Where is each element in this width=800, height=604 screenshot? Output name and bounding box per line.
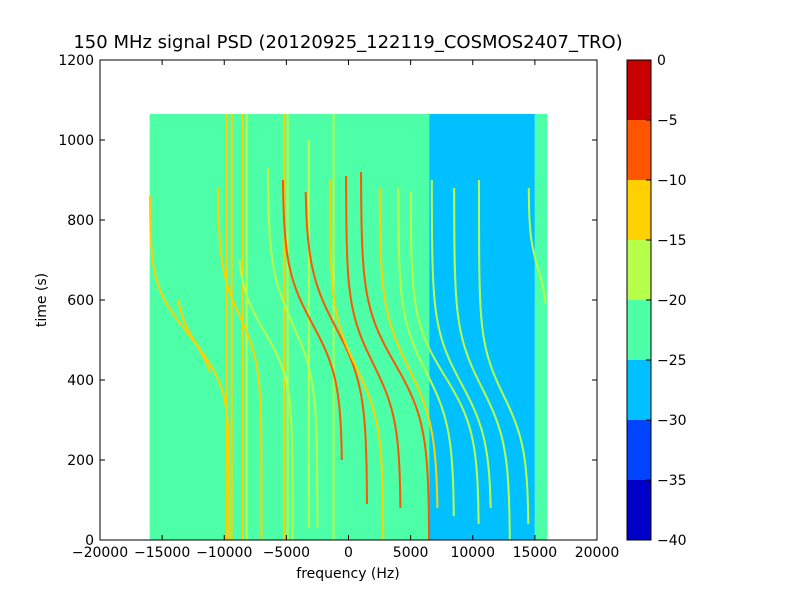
y-axis-label: time (s) — [34, 273, 50, 327]
doppler-track — [397, 187, 455, 517]
doppler-track — [430, 179, 492, 509]
x-tick-label: −5000 — [263, 545, 310, 561]
y-tick-label: 1200 — [58, 53, 94, 69]
doppler-track — [378, 187, 439, 509]
doppler-track — [281, 179, 343, 461]
y-axis: 0 200 400 600 800 1000 1200 — [58, 53, 597, 549]
y-tick-label: 600 — [67, 293, 94, 309]
doppler-track — [328, 179, 385, 540]
x-tick-label: −20000 — [72, 545, 128, 561]
colorbar-tick-label: −30 — [657, 413, 687, 429]
colorbar-tick-label: −10 — [657, 173, 687, 189]
heatmap-background — [149, 114, 548, 540]
x-tick-label: 20000 — [575, 545, 620, 561]
doppler-track — [453, 187, 511, 540]
colorbar-tick-label: −20 — [657, 293, 687, 309]
doppler-track — [217, 187, 263, 540]
colorbar-tick-label: −40 — [657, 533, 687, 549]
x-tick-label: 15000 — [513, 545, 558, 561]
colorbar-segment — [627, 360, 651, 420]
chart-title: 150 MHz signal PSD (20120925_122119_COSM… — [73, 32, 622, 53]
doppler-track — [266, 167, 319, 528]
x-tick-label: 5000 — [393, 545, 429, 561]
x-tick-label: 10000 — [450, 545, 495, 561]
colorbar-segment — [627, 480, 651, 540]
colorbar-segment — [627, 180, 651, 240]
colorbar-tick-label: −5 — [657, 113, 678, 129]
colorbar-segment — [627, 300, 651, 360]
colorbar-tick-label: 0 — [657, 53, 666, 69]
y-tick-label: 0 — [85, 533, 94, 549]
doppler-track — [409, 191, 480, 525]
heatmap-region — [149, 114, 430, 540]
doppler-track — [477, 179, 530, 525]
doppler-track — [177, 299, 231, 540]
carrier-lines — [225, 114, 335, 540]
x-tick-label: −15000 — [134, 545, 190, 561]
doppler-track — [527, 187, 547, 305]
heatmap-region — [534, 114, 548, 540]
colorbar-segment — [627, 240, 651, 300]
x-tick-label: 0 — [344, 545, 353, 561]
y-tick-label: 400 — [67, 373, 94, 389]
colorbar-segment — [627, 120, 651, 180]
colorbar-tick-label: −35 — [657, 473, 687, 489]
colorbar-tick-label: −15 — [657, 233, 687, 249]
x-tick-label: −10000 — [196, 545, 252, 561]
y-tick-label: 200 — [67, 453, 94, 469]
y-tick-label: 800 — [67, 213, 94, 229]
colorbar: −40 −35 −30 −25 −20 −15 −10 −5 0 — [626, 53, 687, 549]
doppler-track — [360, 171, 431, 540]
colorbar-tick-label: −25 — [657, 353, 687, 369]
doppler-tracks — [148, 167, 547, 540]
colorbar-segment — [627, 60, 651, 120]
x-axis: −20000 −15000 −10000 −5000 0 5000 10000 15000 20… — [72, 60, 619, 561]
doppler-track — [304, 191, 368, 505]
doppler-track — [238, 259, 294, 540]
y-tick-label: 1000 — [58, 133, 94, 149]
doppler-track — [345, 175, 402, 509]
colorbar-segment — [627, 420, 651, 480]
x-axis-label: frequency (Hz) — [296, 566, 399, 582]
